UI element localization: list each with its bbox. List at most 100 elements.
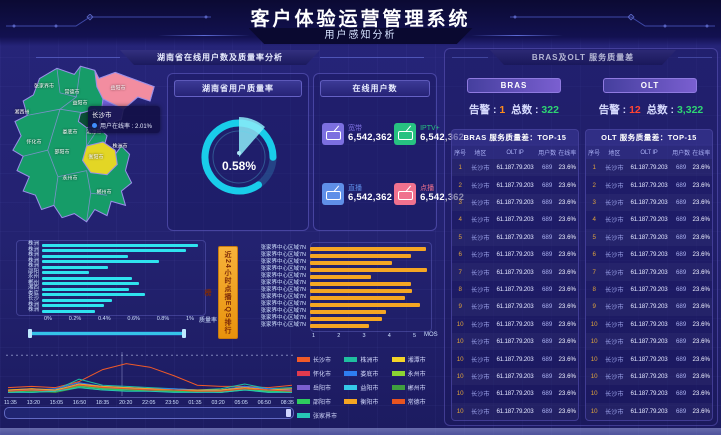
table-header-cell: 序号 bbox=[588, 151, 601, 157]
bar-track bbox=[42, 276, 198, 280]
map-region-hengyang[interactable] bbox=[81, 141, 118, 176]
legend-swatch bbox=[297, 356, 310, 362]
slider-range[interactable] bbox=[31, 332, 183, 335]
legend-swatch bbox=[391, 384, 405, 390]
title-wing-line bbox=[678, 57, 712, 58]
cell-rate: 23.6% bbox=[692, 303, 711, 311]
legend-swatch bbox=[297, 384, 310, 390]
cell-seq: 10 bbox=[590, 373, 598, 381]
legend-item[interactable]: 常德市 bbox=[391, 397, 439, 406]
axis-tick: 4 bbox=[387, 333, 391, 339]
online-item-label: IPTV+ bbox=[420, 124, 440, 132]
bras-stats: 告警 : 1 总数 : 322 bbox=[445, 102, 583, 117]
legend-item[interactable]: 衡阳市 bbox=[344, 397, 391, 406]
slider-handle-right[interactable] bbox=[286, 409, 291, 417]
quality-rate-title: 湖南省用户质量率 bbox=[174, 80, 302, 97]
legend-item[interactable]: 娄底市 bbox=[344, 369, 391, 378]
bar-row: 湘西 bbox=[2, 286, 198, 291]
map-city-label[interactable]: 娄底市 bbox=[62, 129, 78, 136]
legend-item[interactable]: 永州市 bbox=[391, 369, 439, 378]
bar-track bbox=[310, 274, 432, 279]
bras-tab[interactable]: BRAS bbox=[467, 78, 561, 93]
bar-track bbox=[42, 309, 198, 313]
time-zoom-slider[interactable] bbox=[4, 407, 294, 419]
map-city-label[interactable]: 益阳市 bbox=[72, 100, 88, 107]
bar-track bbox=[310, 302, 432, 307]
cell-seq: 10 bbox=[590, 390, 598, 398]
cell-ip: 61.187.79.203 bbox=[630, 268, 668, 276]
axis-tick: 1 bbox=[312, 333, 316, 339]
legend-item[interactable]: 株洲市 bbox=[344, 355, 391, 364]
cell-seq: 5 bbox=[458, 233, 462, 241]
cell-users: 689 bbox=[541, 199, 553, 207]
bar-label: 娄底 bbox=[27, 290, 39, 297]
trend-line-chart bbox=[6, 352, 294, 396]
legend-item[interactable]: 益阳市 bbox=[344, 383, 391, 392]
bar-label: 张家界中心区域7N bbox=[260, 258, 306, 265]
slider-handle-left[interactable] bbox=[28, 329, 32, 338]
bar-label: 张家界中心区域7N bbox=[260, 321, 306, 328]
cell-ip: 61.187.79.203 bbox=[496, 390, 534, 398]
olt-tab[interactable]: OLT bbox=[603, 78, 697, 93]
map-city-label[interactable]: 永州市 bbox=[62, 175, 78, 182]
legend-item[interactable]: 怀化市 bbox=[297, 369, 344, 378]
table-row: 7 长沙市 61.187.79.203 689 23.6% bbox=[586, 263, 712, 280]
cell-rate: 23.6% bbox=[558, 303, 577, 311]
bras-top15-table: BRAS 服务质量差：TOP-15 序号 地区 OLT IP 用户数 在线率 1 长沙市 61… bbox=[451, 129, 579, 421]
bar-track bbox=[310, 246, 432, 251]
cell-seq: 10 bbox=[456, 390, 464, 398]
table-row: 7 长沙市 61.187.79.203 689 23.6% bbox=[452, 263, 578, 280]
cell-seq: 3 bbox=[592, 199, 596, 207]
legend-label: 衡阳市 bbox=[360, 399, 379, 406]
slider-handle-right[interactable] bbox=[182, 329, 186, 338]
legend-item[interactable]: 长沙市 bbox=[297, 355, 344, 364]
cell-ip: 61.187.79.203 bbox=[630, 216, 668, 224]
cell-users: 689 bbox=[541, 373, 553, 381]
map-city-label[interactable]: 邵阳市 bbox=[54, 149, 70, 156]
map-tooltip: 长沙市 用户在线率 : 2.01% bbox=[88, 106, 160, 133]
legend-item[interactable]: 岳阳市 bbox=[297, 383, 344, 392]
bar bbox=[310, 288, 413, 293]
quality-bar-chart: 株洲 株洲 株洲 株洲 株洲 邵阳 永州 郴州 湘西 娄底 长沙 株洲 株洲 bbox=[2, 242, 198, 313]
bar-label: 张家界中心区域7N bbox=[260, 272, 306, 279]
cell-ip: 61.187.79.203 bbox=[496, 286, 534, 294]
quality-zoom-slider[interactable] bbox=[28, 329, 186, 338]
map-city-label[interactable]: 常德市 bbox=[64, 89, 80, 96]
cell-region: 长沙市 bbox=[605, 217, 624, 225]
bar-label: 株洲 bbox=[27, 263, 39, 270]
legend-swatch bbox=[344, 398, 358, 404]
online-item-label: 宽带 bbox=[348, 124, 362, 132]
map-city-label[interactable]: 张家界市 bbox=[33, 83, 55, 90]
map-city-label[interactable]: 岳阳市 bbox=[110, 85, 126, 92]
bar-track bbox=[42, 282, 198, 285]
cell-rate: 23.6% bbox=[558, 268, 577, 276]
cell-rate: 23.6% bbox=[692, 233, 711, 241]
map-city-label[interactable]: 衡阳市 bbox=[88, 154, 104, 161]
legend-item[interactable]: 湘潭市 bbox=[391, 355, 439, 364]
cell-users: 689 bbox=[675, 355, 687, 363]
cell-users: 689 bbox=[675, 303, 687, 311]
map-city-label[interactable]: 怀化市 bbox=[26, 139, 42, 146]
line-series-长沙市 bbox=[7, 363, 293, 389]
map-region-yueyang[interactable] bbox=[94, 70, 155, 110]
cell-users: 689 bbox=[541, 268, 553, 276]
map-city-label[interactable]: 郴州市 bbox=[96, 189, 112, 196]
legend-item[interactable]: 郴州市 bbox=[391, 383, 439, 392]
total-value: 3,322 bbox=[676, 104, 704, 116]
bar-row: 张家界中心区域7N bbox=[246, 301, 432, 307]
map-city-label[interactable]: 湘西州 bbox=[14, 109, 30, 116]
table-row: 9 长沙市 61.187.79.203 689 23.6% bbox=[586, 298, 712, 315]
bar bbox=[42, 243, 198, 247]
legend-item[interactable]: 邵阳市 bbox=[297, 397, 344, 406]
time-tick: 06:50 bbox=[257, 400, 271, 406]
cell-rate: 23.6% bbox=[692, 320, 711, 328]
bottom-scrollbar[interactable] bbox=[0, 428, 721, 435]
table-row: 4 长沙市 61.187.79.203 689 23.6% bbox=[586, 211, 712, 228]
olt-top15-table: OLT 服务质量差：TOP-15 序号 地区 OLT IP 用户数 在线率 1 长沙市 61.… bbox=[585, 129, 713, 421]
bar bbox=[310, 295, 405, 300]
legend-label: 郴州市 bbox=[407, 385, 426, 392]
legend-item[interactable]: 张家界市 bbox=[297, 411, 344, 420]
map-city-label[interactable]: 株洲市 bbox=[112, 143, 128, 150]
modem-icon bbox=[322, 123, 344, 145]
cell-region: 长沙市 bbox=[605, 339, 624, 347]
